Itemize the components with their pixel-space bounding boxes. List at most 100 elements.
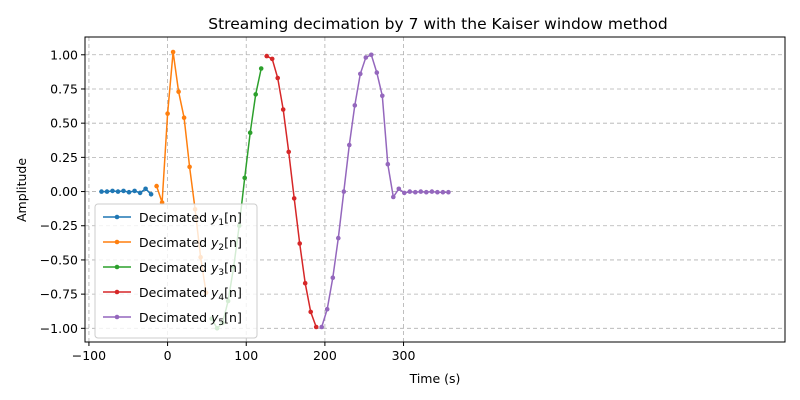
data-point [121,188,126,194]
legend-label: Decimated y2[n] [139,235,242,253]
data-point [341,189,347,194]
legend: Decimated y1[n]Decimated y2[n]Decimated … [94,203,258,339]
x-tick-label: 200 [313,348,337,363]
data-point [358,71,363,77]
data-point [297,241,303,246]
data-point [324,306,330,312]
legend-swatch-marker [114,239,120,245]
legend-item: Decimated y4[n] [103,285,242,303]
data-point [154,183,159,189]
y-axis-label: Amplitude [14,158,29,222]
legend-label: Decimated y4[n] [139,285,242,303]
legend-swatch-marker [114,264,120,270]
legend-swatch-marker [114,289,120,295]
x-tick-label: 300 [392,348,416,363]
y-axis: −1.00 −0.75 −0.50 −0.25 0.00 0.25 0.50 0.75 1.00 [40,47,85,336]
y-tick-label: 0.00 [50,184,78,199]
data-point [275,75,281,81]
data-point [143,186,148,192]
data-point [247,130,253,135]
data-point [176,89,181,94]
legend-item: Decimated y5[n] [103,310,242,328]
data-point [418,189,424,194]
data-point [170,49,176,55]
data-point [308,309,314,315]
legend-label-tail: [n] [224,235,242,250]
x-tick-label: −100 [72,348,106,363]
data-point [242,175,247,181]
y-tick-label: 1.00 [50,47,78,62]
data-point [137,190,143,196]
data-point [165,111,170,116]
y-tick-label: 0.50 [50,116,78,131]
series-line [101,187,152,195]
legend-label-var: y [210,260,219,275]
legend-label-sub: 2 [218,243,224,253]
legend-label-tail: [n] [224,260,242,275]
x-tick-label: 0 [164,348,172,363]
series-line [266,55,317,328]
data-point [187,164,192,170]
legend-label-base: Decimated [139,260,211,275]
data-point [424,189,429,195]
data-point [115,189,121,194]
data-point [407,189,413,194]
y-tick-label: −0.25 [40,218,78,233]
data-point [181,115,187,120]
legend-item: Decimated y1[n] [103,210,242,228]
data-point [369,52,374,58]
data-point [313,324,319,330]
data-point [148,192,154,197]
legend-label-base: Decimated [139,235,211,250]
legend-label-tail: [n] [224,210,242,225]
data-point [104,189,110,194]
series-5 [319,52,451,330]
series-line [320,53,449,328]
legend-item: Decimated y2[n] [103,235,242,253]
data-point [253,92,258,97]
legend-item: Decimated y3[n] [103,260,242,278]
legend-label-var: y [210,285,219,300]
data-point [319,324,325,330]
data-point [99,189,104,194]
data-point [347,142,352,148]
data-point [286,149,292,155]
x-tick-label: 100 [234,348,258,363]
data-point [258,66,264,71]
y-tick-label: 0.75 [50,81,78,96]
data-point [440,189,446,195]
data-point [126,189,132,195]
legend-label: Decimated y5[n] [139,310,242,328]
legend-label-sub: 3 [218,268,224,278]
x-axis: −100 0 100 200 300 [72,342,416,363]
legend-label: Decimated y1[n] [139,210,242,228]
legend-label-base: Decimated [139,210,211,225]
legend-label-sub: 5 [218,318,224,328]
plot-frame [84,36,786,343]
y-tick-label: −0.75 [40,287,78,302]
legend-label-var: y [210,210,219,225]
legend-label-tail: [n] [224,310,242,325]
legend-label-var: y [210,235,219,250]
x-axis-label: Time (s) [409,371,461,386]
legend-label-base: Decimated [139,310,211,325]
legend-box [94,203,258,339]
data-point [385,161,391,167]
data-point [132,188,137,194]
legend-label-var: y [210,310,219,325]
y-tick-label: 0.25 [50,150,78,165]
data-point [269,56,275,62]
data-point [374,70,380,75]
y-tick-label: −1.00 [40,321,78,336]
data-point [429,189,435,194]
series-4 [264,53,319,330]
legend-label-sub: 4 [218,293,224,303]
legend-label-sub: 1 [218,218,224,228]
series-1 [99,186,154,197]
data-point [264,53,270,59]
legend-label-base: Decimated [139,285,211,300]
legend-label: Decimated y3[n] [139,260,242,278]
data-point [435,189,440,195]
data-point [396,186,402,192]
